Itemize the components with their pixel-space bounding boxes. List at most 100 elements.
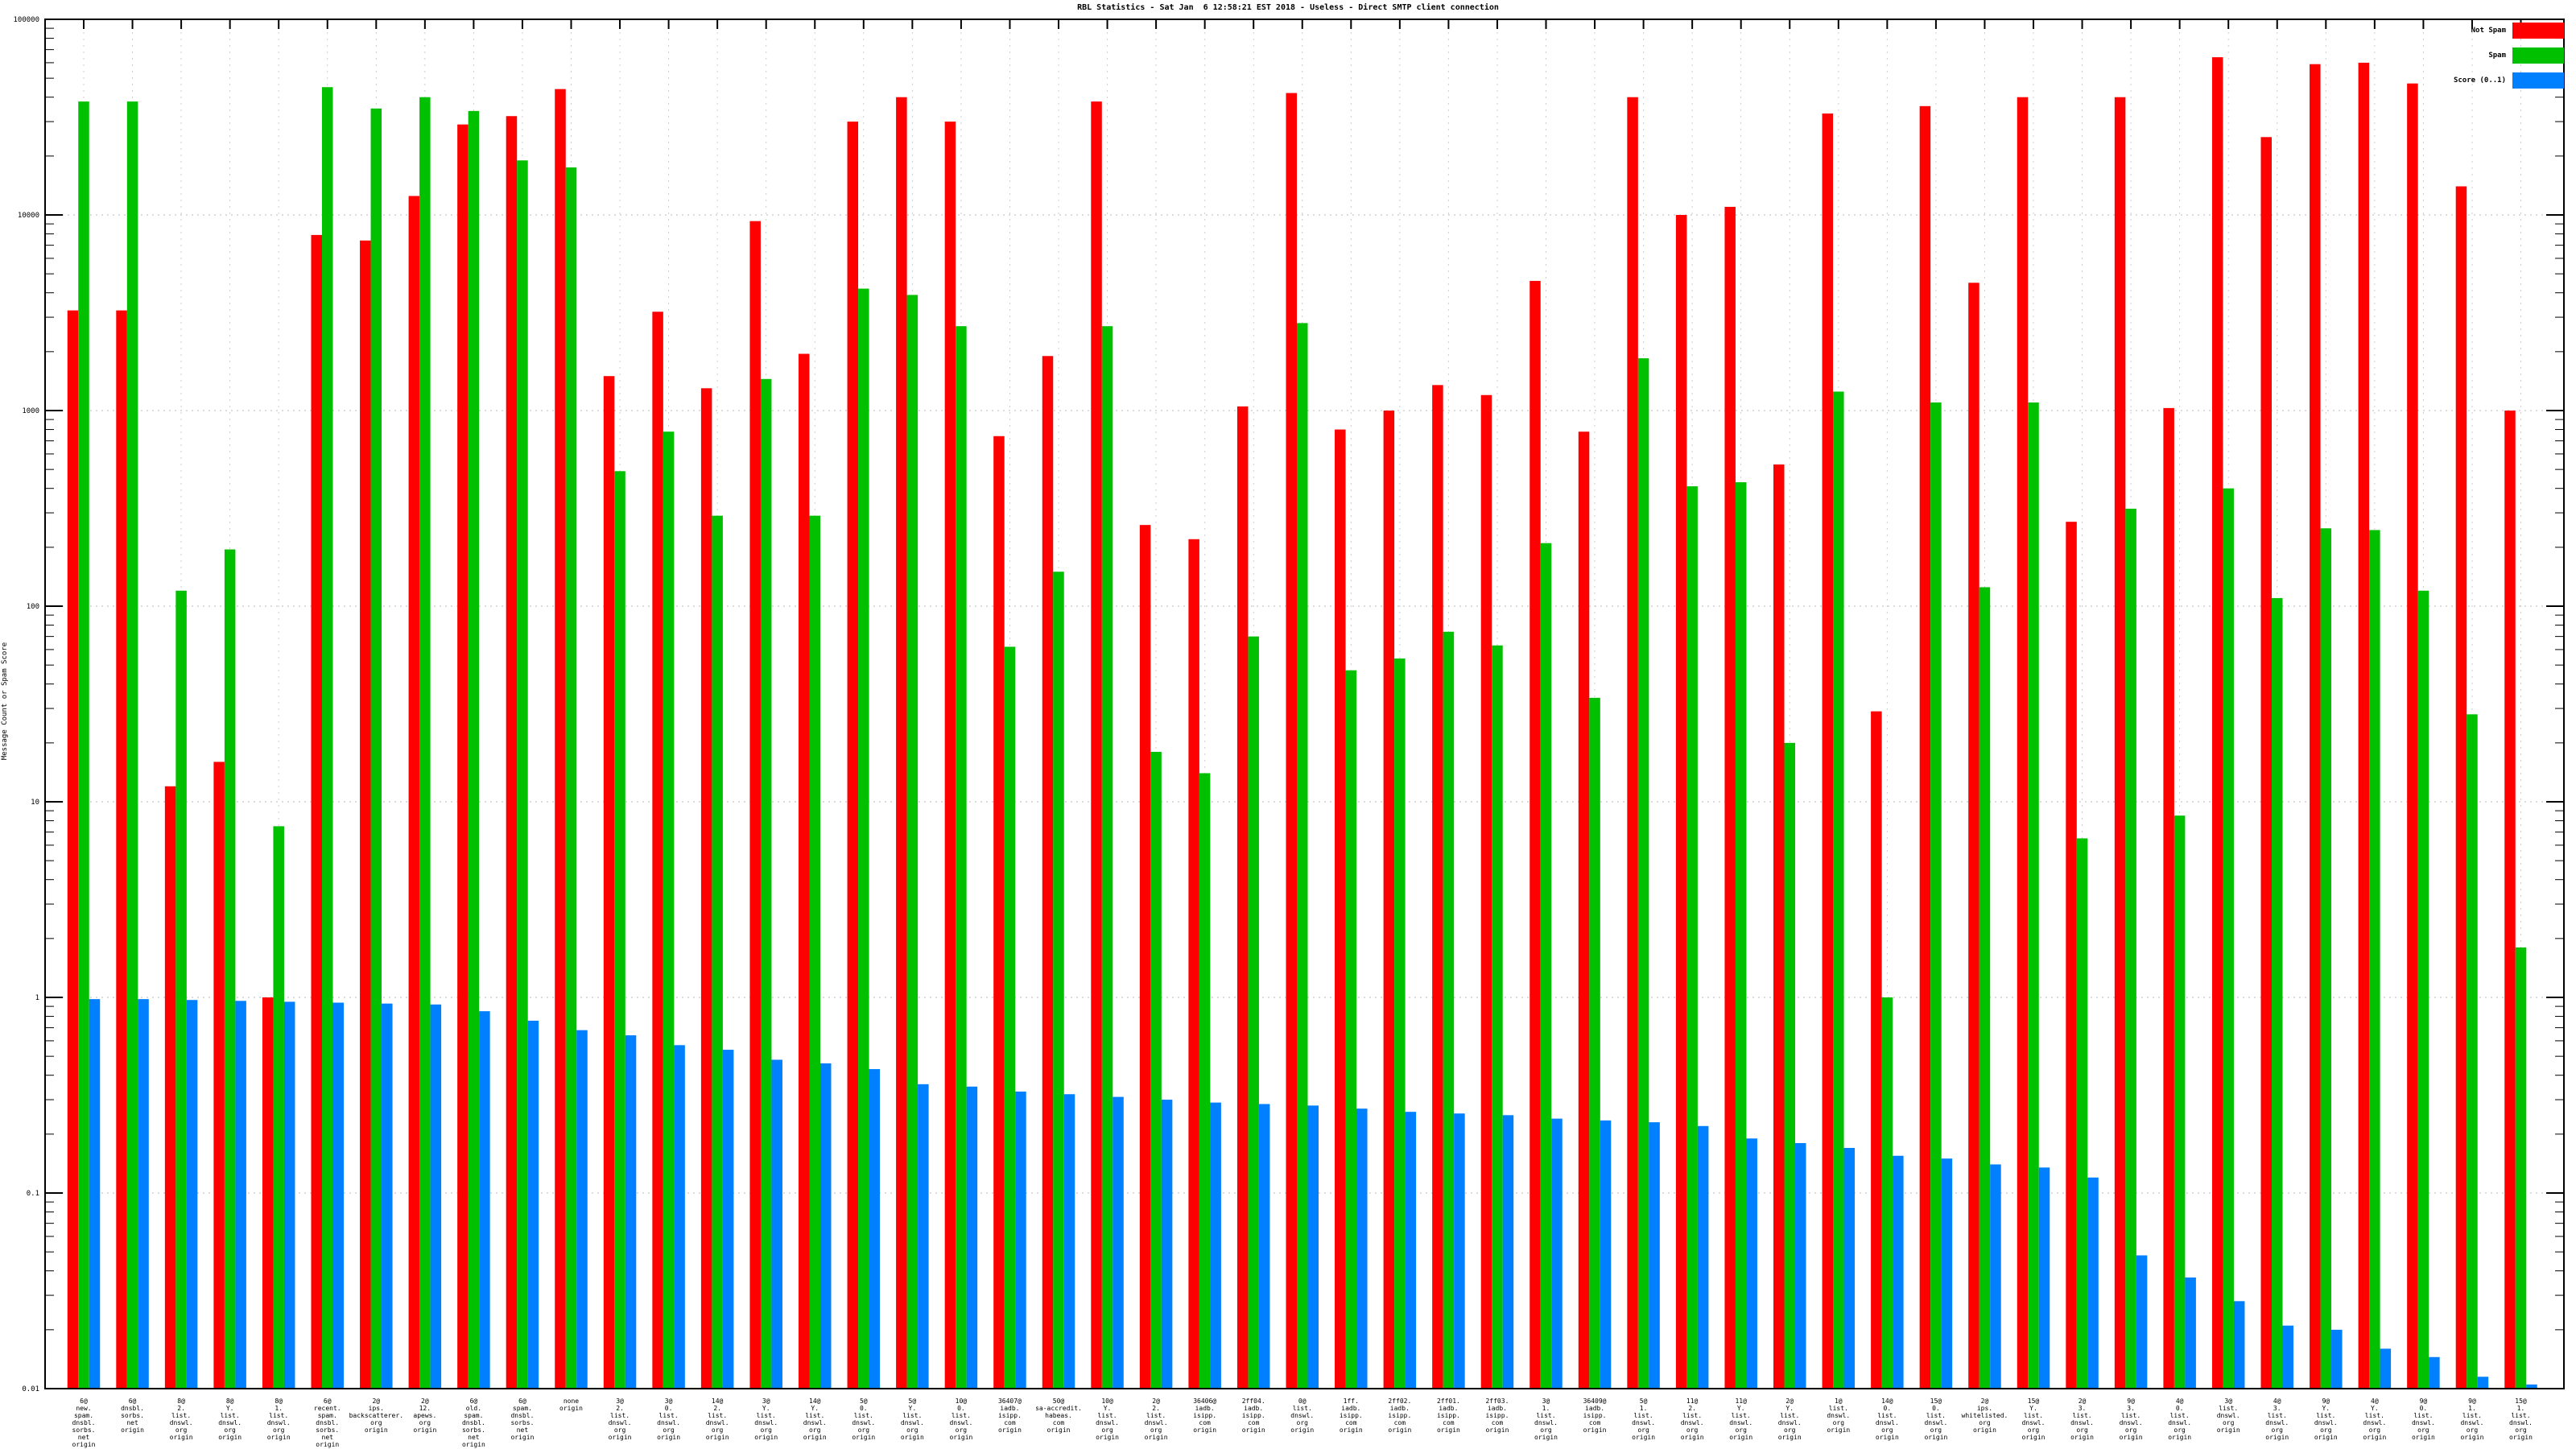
bar-score-6 bbox=[382, 1003, 393, 1389]
bar-score-37 bbox=[1893, 1155, 1904, 1389]
x-category-label: 5@ 0. list. dnswl. org origin bbox=[852, 1397, 875, 1441]
bar-not-spam-11 bbox=[603, 376, 615, 1389]
bar-not-spam-28 bbox=[1432, 385, 1443, 1389]
bar-not-spam-34 bbox=[1724, 206, 1736, 1389]
x-category-label: 8@ 1. list. dnswl. org origin bbox=[267, 1397, 291, 1441]
bar-spam-13 bbox=[712, 515, 723, 1389]
bar-score-18 bbox=[966, 1086, 978, 1389]
x-category-label: 6@ recent. spam. dnsbl. sorbs. net origin bbox=[314, 1397, 341, 1448]
bar-spam-31 bbox=[1589, 697, 1600, 1389]
bar-score-38 bbox=[1941, 1158, 1953, 1389]
spam-swatch-icon bbox=[2512, 47, 2564, 64]
bar-score-4 bbox=[283, 1001, 295, 1389]
bar-not-spam-26 bbox=[1335, 429, 1346, 1389]
bar-spam-10 bbox=[565, 167, 577, 1389]
bar-score-32 bbox=[1649, 1122, 1660, 1389]
bar-not-spam-42 bbox=[2114, 97, 2126, 1389]
bar-score-7 bbox=[430, 1004, 442, 1389]
bar-spam-38 bbox=[1930, 402, 1942, 1389]
x-category-label: 36409@ iadb. isipp. com origin bbox=[1583, 1397, 1607, 1434]
bar-spam-49 bbox=[2467, 714, 2478, 1389]
x-category-label: 1ff. iadb. isipp. com origin bbox=[1340, 1397, 1363, 1434]
bar-not-spam-2 bbox=[164, 786, 176, 1389]
bar-spam-26 bbox=[1345, 670, 1357, 1389]
y-tick-label: 1 bbox=[35, 994, 39, 1002]
bar-not-spam-12 bbox=[652, 312, 663, 1389]
bar-spam-29 bbox=[1492, 645, 1503, 1389]
bar-not-spam-35 bbox=[1773, 464, 1785, 1389]
bar-score-21 bbox=[1113, 1096, 1124, 1389]
bar-not-spam-1 bbox=[116, 310, 127, 1389]
bar-not-spam-6 bbox=[360, 240, 371, 1389]
x-category-label: none origin bbox=[559, 1397, 583, 1412]
bar-score-17 bbox=[918, 1084, 929, 1389]
bar-score-23 bbox=[1210, 1102, 1221, 1389]
x-category-label: 14@ 2. list. dnswl. org origin bbox=[706, 1397, 729, 1441]
legend-label-score: Score (0..1) bbox=[2453, 76, 2506, 85]
bar-score-3 bbox=[235, 1001, 246, 1389]
bar-not-spam-44 bbox=[2211, 57, 2223, 1389]
plot-border bbox=[44, 19, 2565, 1389]
x-category-label: 2@ ips. backscatterer. org origin bbox=[349, 1397, 403, 1434]
bar-not-spam-17 bbox=[896, 97, 907, 1389]
bar-spam-12 bbox=[663, 431, 675, 1389]
bar-score-22 bbox=[1161, 1100, 1173, 1389]
x-category-label: 36407@ iadb. isipp. com origin bbox=[998, 1397, 1022, 1434]
bar-not-spam-22 bbox=[1139, 525, 1151, 1389]
bar-score-2 bbox=[186, 1000, 198, 1389]
bar-score-0 bbox=[89, 999, 101, 1389]
x-category-label: 2@ ips. whitelisted. org origin bbox=[1962, 1397, 2008, 1434]
bar-spam-19 bbox=[1004, 646, 1016, 1389]
bar-score-30 bbox=[1551, 1118, 1563, 1389]
bar-not-spam-5 bbox=[311, 234, 322, 1389]
bar-not-spam-31 bbox=[1578, 431, 1590, 1389]
bar-spam-37 bbox=[1881, 997, 1893, 1389]
x-category-label: 4@ 0. list. dnswl. org origin bbox=[2168, 1397, 2191, 1441]
bar-spam-9 bbox=[517, 160, 528, 1389]
bar-spam-28 bbox=[1443, 631, 1455, 1389]
bar-not-spam-3 bbox=[213, 762, 225, 1389]
bar-spam-43 bbox=[2174, 815, 2186, 1389]
bar-not-spam-33 bbox=[1675, 215, 1687, 1389]
y-tick-label: 10000 bbox=[18, 212, 39, 220]
legend-item-score: Score (0..1) bbox=[2454, 72, 2564, 89]
bar-score-35 bbox=[1795, 1142, 1806, 1389]
bar-spam-0 bbox=[78, 101, 89, 1389]
y-tick-label: 10 bbox=[31, 799, 39, 807]
bar-not-spam-29 bbox=[1480, 394, 1492, 1389]
x-category-label: 50@ sa-accredit. habeas. com origin bbox=[1035, 1397, 1082, 1434]
bar-spam-8 bbox=[468, 110, 480, 1389]
bar-score-16 bbox=[869, 1069, 881, 1389]
x-category-label: 4@ 3. list. dnswl. org origin bbox=[2265, 1397, 2289, 1441]
bar-not-spam-43 bbox=[2163, 407, 2174, 1389]
bar-spam-7 bbox=[419, 97, 431, 1389]
x-category-label: 2@ 2. list. dnswl. org origin bbox=[1145, 1397, 1168, 1441]
bar-spam-32 bbox=[1637, 358, 1649, 1389]
not-spam-swatch-icon bbox=[2512, 23, 2564, 39]
bar-not-spam-23 bbox=[1188, 539, 1199, 1389]
x-category-label: 3@ 0. list. dnswl. org origin bbox=[657, 1397, 680, 1441]
bar-spam-42 bbox=[2125, 508, 2136, 1389]
x-category-label: 2ff04. iadb. isipp. com origin bbox=[1242, 1397, 1265, 1434]
bar-not-spam-36 bbox=[1822, 114, 1834, 1389]
legend-label-spam: Spam bbox=[2488, 52, 2506, 60]
x-category-label: 3@ 1. list. dnswl. org origin bbox=[1534, 1397, 1558, 1441]
score-swatch-icon bbox=[2512, 72, 2564, 89]
bar-not-spam-20 bbox=[1042, 356, 1054, 1389]
bar-spam-18 bbox=[956, 326, 967, 1389]
x-category-label: 14@ Y. list. dnswl. org origin bbox=[803, 1397, 827, 1441]
bar-not-spam-15 bbox=[799, 353, 810, 1389]
y-axis-title: Message Count or Spam Score bbox=[1, 642, 9, 761]
x-category-label: 2ff01. iadb. isipp. com origin bbox=[1437, 1397, 1460, 1434]
bar-score-40 bbox=[2038, 1167, 2050, 1389]
bar-score-13 bbox=[722, 1050, 734, 1389]
bar-score-8 bbox=[479, 1011, 490, 1389]
bar-not-spam-18 bbox=[944, 122, 956, 1389]
x-category-label: 1@ list. dnswl. org origin bbox=[1827, 1397, 1850, 1434]
bar-score-10 bbox=[576, 1030, 588, 1389]
bar-spam-47 bbox=[2369, 530, 2380, 1389]
bar-score-28 bbox=[1454, 1113, 1465, 1389]
bar-not-spam-38 bbox=[1919, 105, 1931, 1389]
bar-spam-17 bbox=[906, 295, 919, 1389]
legend-label-not-spam: Not Spam bbox=[2471, 27, 2506, 35]
